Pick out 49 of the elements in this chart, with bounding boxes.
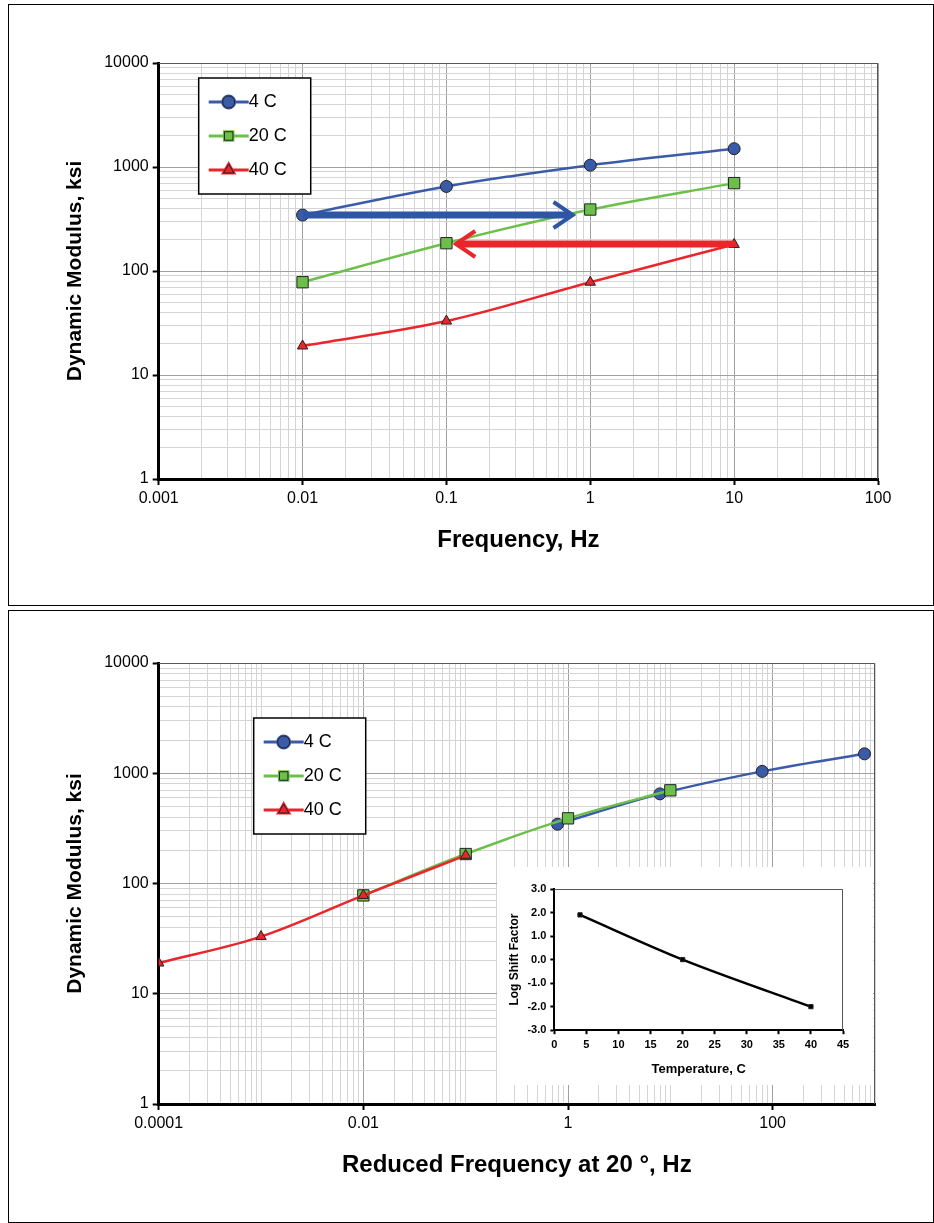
y-axis-title: Dynamic Modulus, ksi xyxy=(62,160,86,382)
y-tick-label: 1000 xyxy=(113,157,149,175)
y-tick-label: 0.0 xyxy=(531,952,547,965)
y-tick-label: 10000 xyxy=(104,653,149,671)
y-tick-label: 100 xyxy=(121,873,149,891)
legend-label: 40 C xyxy=(248,158,287,179)
x-tick-label: 0.01 xyxy=(347,1114,380,1132)
x-tick-label: 25 xyxy=(708,1037,721,1050)
x-tick-label: 100 xyxy=(864,489,892,507)
x-tick-label: 0.001 xyxy=(138,489,179,507)
x-axis-title: Frequency, Hz xyxy=(437,525,600,553)
x-tick-label: 0 xyxy=(551,1037,558,1050)
x-tick-label: 10 xyxy=(612,1037,625,1050)
legend-label: 20 C xyxy=(303,764,342,785)
y-tick-label: 100 xyxy=(121,261,149,279)
legend-label: 4 C xyxy=(248,90,277,111)
y-tick-label: 1000 xyxy=(113,763,149,781)
x-tick-label: 15 xyxy=(644,1037,657,1050)
y-axis-title: Log Shift Factor xyxy=(506,913,521,1006)
x-tick-label: 45 xyxy=(836,1037,850,1050)
legend-label: 40 C xyxy=(303,798,342,819)
x-tick-label: 1 xyxy=(563,1114,573,1132)
x-tick-label: 40 xyxy=(804,1037,818,1050)
y-tick-label: -3.0 xyxy=(527,1023,547,1036)
y-tick-label: 1.0 xyxy=(531,929,547,942)
y-tick-label: 10 xyxy=(130,365,149,383)
y-tick-label: -1.0 xyxy=(527,976,547,989)
y-tick-label: 1 xyxy=(139,469,149,487)
y-tick-label: 3.0 xyxy=(531,882,547,895)
y-axis-title: Dynamic Modulus, ksi xyxy=(62,773,86,994)
y-tick-label: 2.0 xyxy=(531,905,547,918)
x-tick-label: 0.0001 xyxy=(134,1114,184,1132)
x-tick-label: 0.1 xyxy=(435,489,458,507)
legend-label: 20 C xyxy=(248,124,287,145)
y-tick-label: 1 xyxy=(139,1094,149,1112)
x-tick-label: 30 xyxy=(740,1037,753,1050)
x-tick-label: 100 xyxy=(759,1114,787,1132)
y-tick-label: 10 xyxy=(130,984,149,1002)
x-tick-label: 35 xyxy=(772,1037,785,1050)
y-tick-label: 10000 xyxy=(104,53,149,71)
legend-label: 4 C xyxy=(303,730,332,751)
x-axis-title: Temperature, C xyxy=(651,1060,747,1076)
x-axis-title: Reduced Frequency at 20 °, Hz xyxy=(341,1150,692,1178)
x-tick-label: 1 xyxy=(585,489,595,507)
x-tick-label: 0.01 xyxy=(286,489,319,507)
x-tick-label: 5 xyxy=(583,1037,590,1050)
x-tick-label: 20 xyxy=(676,1037,689,1050)
x-tick-label: 10 xyxy=(725,489,744,507)
y-tick-label: -2.0 xyxy=(527,999,547,1012)
